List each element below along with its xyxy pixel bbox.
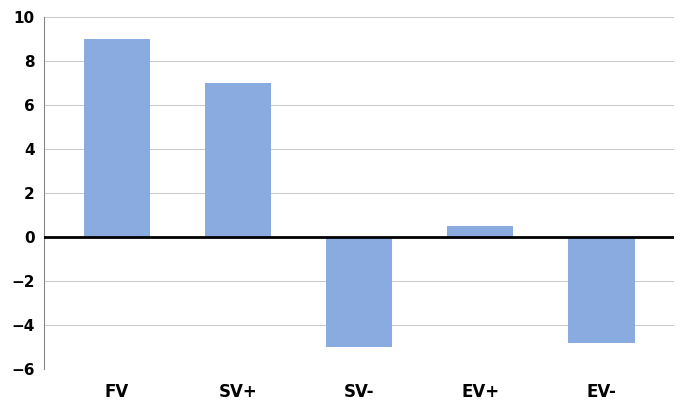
Text: SV+: SV+ [219,383,258,401]
Text: EV+: EV+ [461,383,499,401]
Bar [326,237,393,347]
Text: EV-: EV- [586,383,616,401]
Bar [205,83,271,237]
Text: FV: FV [105,383,129,401]
Text: SV-: SV- [344,383,375,401]
Bar [84,39,150,237]
Bar [568,237,634,343]
Bar [447,226,514,237]
